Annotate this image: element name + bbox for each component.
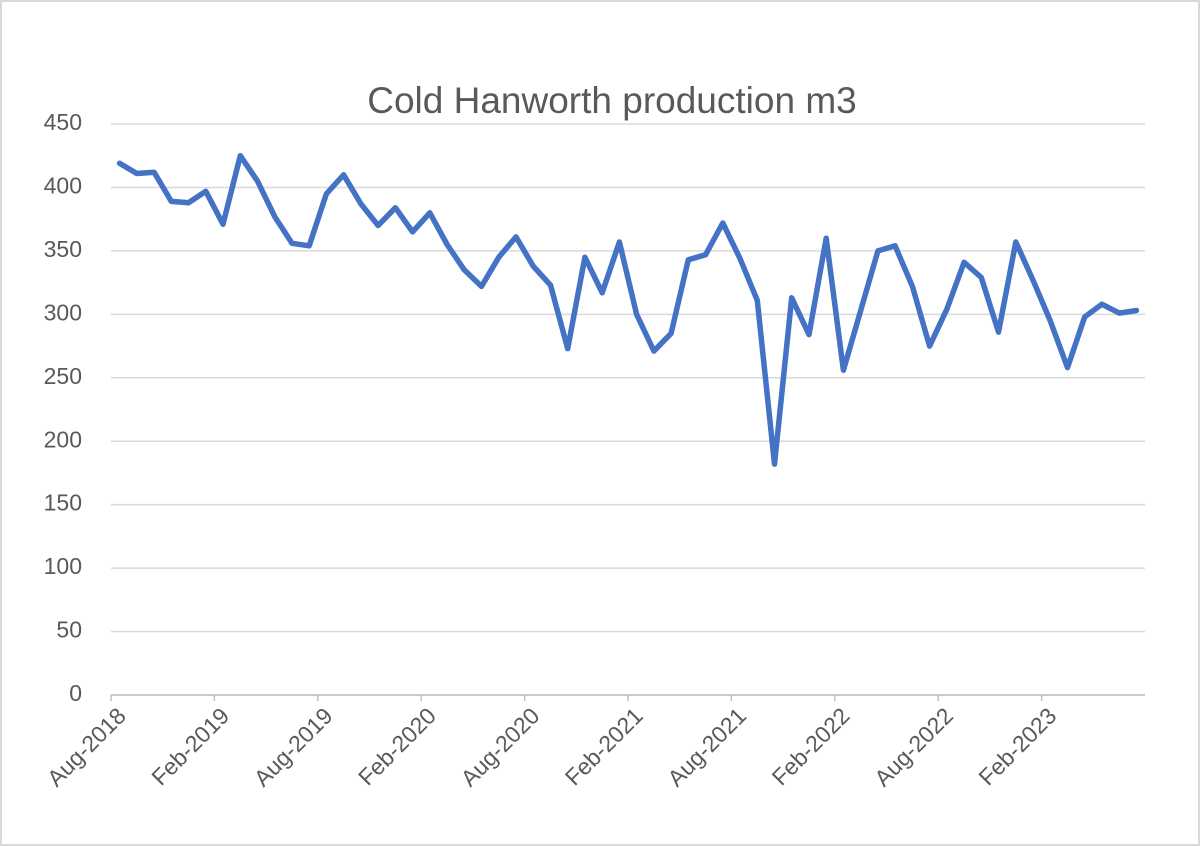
y-tick-label: 50 (56, 617, 82, 643)
y-tick-label: 300 (44, 299, 82, 325)
y-tick-label: 350 (44, 236, 82, 262)
y-tick-label: 450 (44, 109, 82, 135)
y-tick-label: 0 (69, 680, 82, 706)
chart-title: Cold Hanworth production m3 (367, 80, 856, 121)
y-tick-label: 400 (44, 173, 82, 199)
y-tick-label: 200 (44, 426, 82, 452)
y-tick-label: 250 (44, 363, 82, 389)
y-tick-label: 150 (44, 490, 82, 516)
y-tick-label: 100 (44, 553, 82, 579)
data-line (116, 152, 1140, 467)
